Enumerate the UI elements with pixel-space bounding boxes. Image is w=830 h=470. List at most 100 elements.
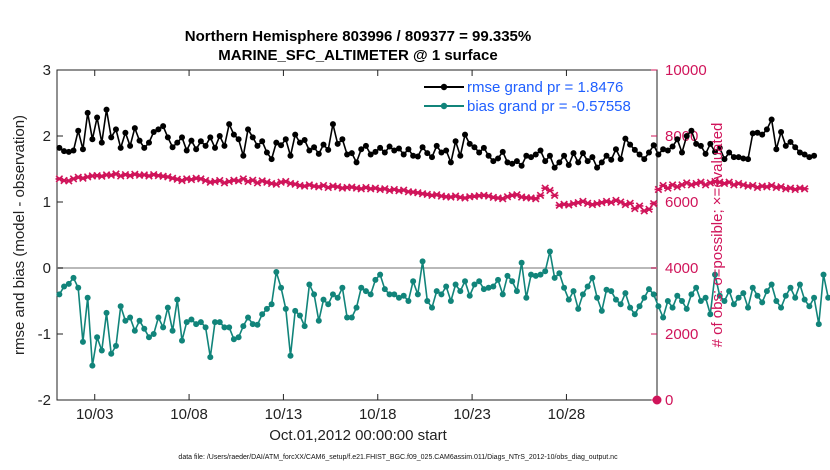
data-point bbox=[164, 134, 171, 141]
data-point-core bbox=[57, 177, 61, 181]
data-point bbox=[796, 281, 803, 288]
data-point-core bbox=[718, 180, 722, 184]
data-point-core bbox=[241, 177, 245, 181]
data-point bbox=[749, 130, 756, 137]
data-point bbox=[400, 292, 407, 299]
data-point bbox=[372, 148, 379, 155]
data-point-core bbox=[633, 207, 637, 211]
data-point bbox=[429, 304, 435, 311]
data-point bbox=[287, 352, 294, 359]
data-point bbox=[523, 152, 530, 159]
data-point bbox=[160, 324, 167, 331]
data-point bbox=[603, 286, 610, 293]
data-point bbox=[254, 142, 261, 149]
data-point bbox=[697, 142, 704, 149]
data-point-core bbox=[430, 193, 434, 197]
data-point-core bbox=[463, 196, 467, 200]
data-point bbox=[94, 114, 101, 121]
data-point-core bbox=[538, 193, 543, 197]
data-point-core bbox=[307, 183, 311, 187]
data-point bbox=[179, 134, 185, 141]
data-point-core bbox=[128, 174, 132, 178]
data-point bbox=[499, 291, 506, 298]
data-point bbox=[735, 154, 742, 161]
data-point-core bbox=[303, 184, 307, 188]
data-point bbox=[579, 150, 586, 157]
y-right-tick-label: 4000 bbox=[665, 260, 698, 277]
y-tick-label: -2 bbox=[38, 392, 51, 409]
data-point bbox=[136, 137, 143, 144]
data-point-core bbox=[274, 182, 278, 186]
legend-bias-marker bbox=[440, 102, 448, 110]
data-point-core bbox=[770, 183, 774, 188]
data-point bbox=[127, 314, 134, 321]
data-point-core bbox=[147, 174, 151, 178]
data-point bbox=[56, 291, 63, 298]
data-point bbox=[452, 138, 459, 145]
data-point bbox=[679, 298, 685, 304]
data-point bbox=[367, 291, 374, 298]
data-point-core bbox=[246, 179, 250, 184]
data-point bbox=[202, 324, 209, 331]
data-point bbox=[754, 129, 761, 136]
data-point bbox=[315, 317, 322, 324]
data-point-core bbox=[350, 185, 354, 189]
data-point-core bbox=[562, 202, 566, 206]
data-point-core bbox=[387, 188, 392, 193]
data-point bbox=[145, 334, 152, 341]
data-point bbox=[240, 152, 247, 159]
data-point bbox=[216, 319, 223, 326]
data-point-core bbox=[675, 185, 679, 189]
data-point bbox=[787, 284, 794, 291]
data-point-core bbox=[95, 174, 99, 178]
data-point bbox=[372, 276, 379, 283]
data-point bbox=[164, 304, 171, 311]
data-point bbox=[70, 274, 77, 281]
data-point bbox=[235, 136, 242, 143]
data-point bbox=[193, 321, 200, 328]
data-point-core bbox=[288, 181, 293, 186]
data-point bbox=[103, 309, 110, 316]
data-point bbox=[674, 292, 681, 299]
data-point-core bbox=[100, 174, 104, 178]
data-point-core bbox=[524, 196, 528, 200]
data-point bbox=[669, 304, 676, 311]
data-point-core bbox=[119, 174, 123, 178]
data-point bbox=[235, 334, 242, 341]
series-2 bbox=[55, 170, 809, 215]
data-point-core bbox=[416, 191, 420, 195]
data-point-core bbox=[364, 185, 368, 190]
data-point bbox=[249, 134, 256, 141]
data-point bbox=[287, 152, 294, 159]
data-point-core bbox=[397, 189, 401, 193]
x-tick-label: 10/13 bbox=[265, 406, 303, 423]
data-point-core bbox=[378, 187, 382, 192]
data-point bbox=[471, 281, 478, 288]
y-right-tick-label: 10000 bbox=[665, 62, 707, 79]
data-point-core bbox=[81, 176, 85, 180]
possible-obs-marker bbox=[652, 395, 662, 405]
data-point bbox=[561, 284, 568, 291]
data-point bbox=[462, 278, 469, 285]
data-point bbox=[636, 303, 643, 310]
data-point-core bbox=[586, 201, 590, 205]
data-point bbox=[471, 144, 478, 151]
data-point-core bbox=[71, 177, 76, 181]
data-point bbox=[315, 150, 322, 157]
data-point bbox=[278, 284, 285, 291]
data-point bbox=[259, 138, 266, 145]
data-point bbox=[664, 298, 671, 304]
data-point-core bbox=[793, 187, 797, 192]
data-point-core bbox=[359, 187, 363, 191]
data-point bbox=[216, 133, 223, 139]
data-point bbox=[707, 311, 714, 318]
data-point bbox=[386, 143, 393, 150]
data-point bbox=[320, 141, 327, 148]
data-point-core bbox=[798, 186, 802, 190]
data-point bbox=[518, 259, 525, 266]
data-point bbox=[438, 149, 445, 156]
data-point-core bbox=[515, 193, 519, 197]
data-point bbox=[221, 142, 228, 149]
data-point-core bbox=[689, 183, 694, 187]
chart-title: Northern Hemisphere 803996 / 809377 = 99… bbox=[185, 28, 531, 45]
